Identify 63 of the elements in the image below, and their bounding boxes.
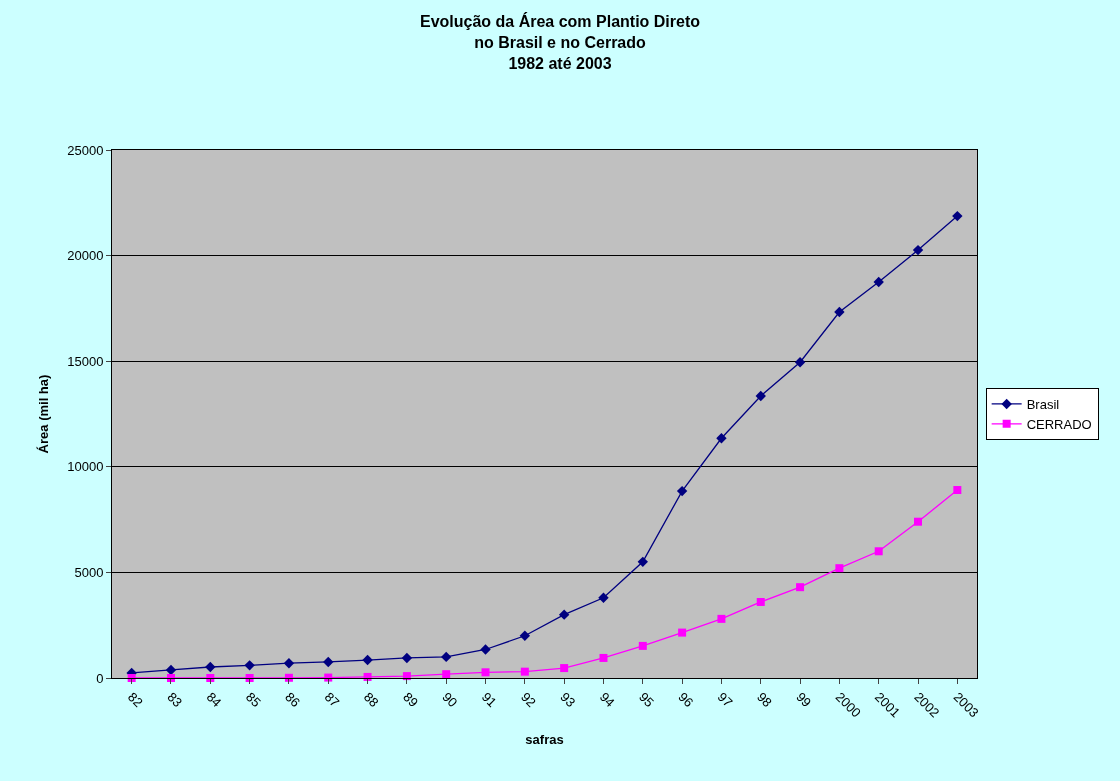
x-tick-label: 97: [714, 689, 736, 711]
x-tick-label: 88: [360, 689, 382, 711]
x-tick-label: 92: [518, 689, 539, 711]
point: [953, 486, 962, 495]
point: [599, 653, 608, 662]
point: [914, 517, 923, 526]
point: [794, 357, 806, 368]
point: [637, 556, 648, 568]
point: [874, 547, 883, 556]
y-tick-label: 20000: [67, 248, 104, 264]
point: [796, 583, 805, 592]
point: [835, 564, 844, 573]
point: [717, 614, 726, 623]
point: [323, 656, 334, 668]
point: [598, 592, 609, 603]
x-tick-label: 91: [478, 689, 500, 711]
point: [205, 661, 216, 673]
point: [442, 670, 451, 679]
point: [441, 651, 452, 663]
x-tick-label: 86: [282, 689, 304, 711]
x-tick-label: 82: [124, 689, 146, 711]
point: [283, 658, 295, 669]
y-tick-label: 10000: [67, 459, 104, 475]
point: [244, 660, 255, 671]
x-axis-title: safras: [525, 731, 564, 747]
point: [873, 276, 884, 288]
point: [638, 641, 647, 650]
y-tick-label: 0: [96, 670, 104, 686]
point: [834, 306, 845, 318]
point: [481, 668, 490, 677]
x-tick-label: 93: [557, 689, 579, 711]
x-tick-label: 83: [164, 689, 186, 711]
point: [755, 390, 766, 402]
point: [676, 485, 688, 497]
x-tick-label: 99: [793, 689, 815, 711]
point: [952, 210, 963, 222]
point: [480, 644, 491, 655]
point: [716, 433, 727, 444]
x-tick-label: 85: [242, 689, 264, 711]
point: [401, 652, 413, 664]
point: [558, 609, 570, 620]
point: [519, 630, 531, 641]
y-tick-label: 5000: [74, 564, 104, 580]
point: [756, 597, 765, 606]
y-axis-title: Área (mil ha): [36, 374, 52, 454]
x-tick-label: 87: [321, 689, 343, 711]
point: [678, 628, 687, 637]
x-tick-label: 90: [439, 689, 461, 711]
point: [912, 244, 924, 256]
x-tick-label: 84: [203, 689, 225, 711]
legend-label: Brasil: [1026, 397, 1060, 413]
x-tick-label: 96: [675, 689, 697, 711]
x-tick-label: 98: [754, 689, 775, 711]
legend-label: CERRADO: [1026, 416, 1092, 432]
point: [362, 654, 373, 666]
point: [560, 664, 569, 673]
x-tick-label: 94: [596, 689, 618, 711]
x-tick-label: 95: [636, 689, 657, 711]
y-tick-label: 25000: [67, 142, 104, 158]
x-tick-label: 89: [400, 689, 422, 711]
y-tick-label: 15000: [67, 353, 104, 369]
point: [520, 667, 529, 676]
chart-title: Evolução da Área com Plantio Direto no Brasil e no Cerrado 1982 até 2003: [419, 12, 701, 72]
